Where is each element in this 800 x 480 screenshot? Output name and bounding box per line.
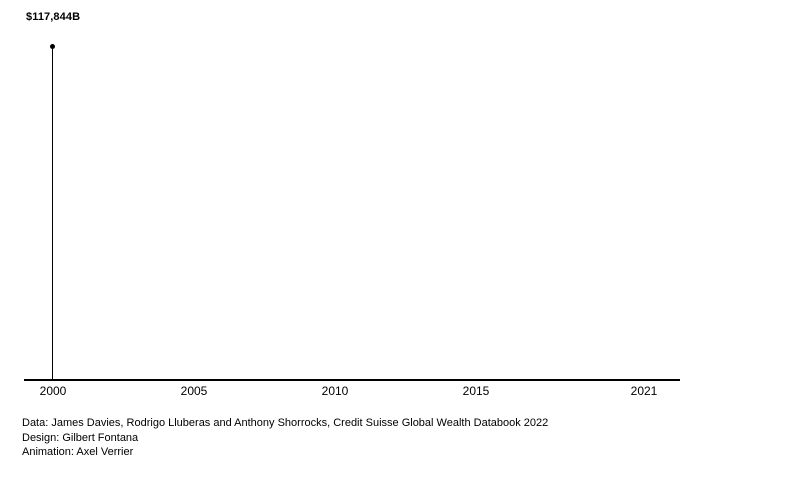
current-value-label: $117,844B [26, 11, 81, 23]
tracker-line [51, 46, 54, 380]
data-point-2000 [50, 43, 55, 49]
x-tick-2000: 2000 [39, 384, 67, 398]
credit-data-source: Data: James Davies, Rodrigo Lluberas and… [22, 417, 549, 429]
x-tick-2021: 2021 [630, 384, 658, 398]
x-tick-2010: 2010 [321, 384, 349, 398]
credit-animation: Animation: Axel Verrier [22, 446, 134, 459]
credit-design: Design: Gilbert Fontana [22, 431, 139, 444]
x-tick-2005: 2005 [180, 384, 208, 398]
x-axis-line [24, 379, 680, 381]
credits-block: Data: James Davies, Rodrigo Lluberas and… [22, 416, 548, 460]
x-tick-2015: 2015 [462, 384, 490, 398]
